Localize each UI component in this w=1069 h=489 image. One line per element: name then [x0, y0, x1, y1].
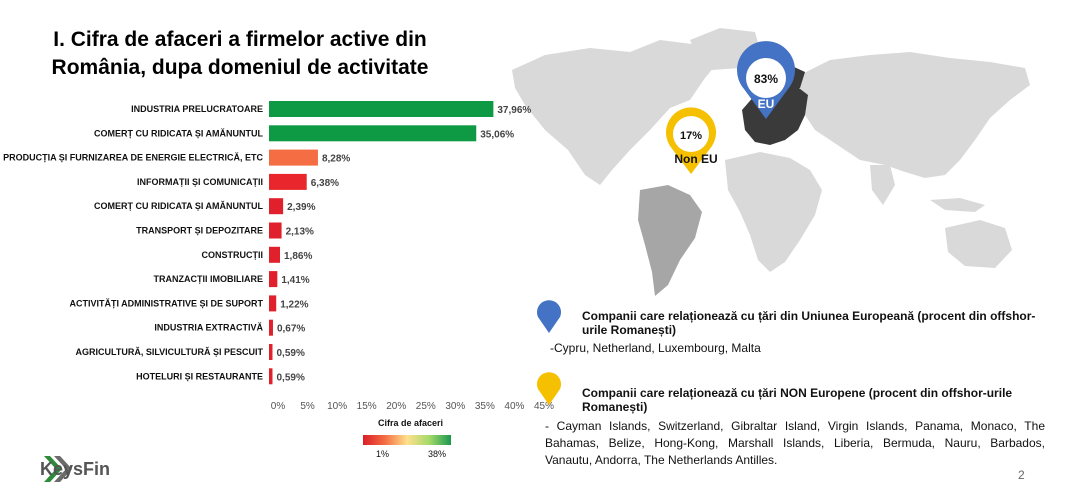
category-label: COMERȚ CU RIDICATA ȘI AMĂNUNTUL	[94, 201, 263, 211]
africa-shape	[725, 152, 822, 272]
category-label: INFORMAȚII ȘI COMUNICAȚII	[137, 177, 263, 187]
value-label: 35,06%	[480, 129, 514, 140]
x-tick-label: 20%	[386, 401, 406, 412]
bar-chart: INDUSTRIA PRELUCRATOARE 37,96% COMERȚ CU R…	[3, 101, 554, 412]
bar	[269, 222, 282, 239]
india-shape	[870, 165, 895, 205]
bar	[269, 173, 307, 190]
eu-info-countries: -Cypru, Netherland, Luxembourg, Malta	[550, 341, 761, 355]
category-label: TRANSPORT ȘI DEPOZITARE	[136, 226, 263, 236]
indonesia-shape	[930, 198, 985, 212]
x-tick-label: 10%	[327, 401, 347, 412]
eu-pin: 83% EU	[736, 41, 795, 119]
north-america-shape	[512, 40, 720, 185]
x-tick-label: 25%	[416, 401, 436, 412]
keysfin-logo-icon	[44, 456, 72, 482]
title-line-1: I. Cifra de afaceri a firmelor active di…	[53, 28, 427, 51]
legend-low-label: 1%	[376, 449, 390, 459]
eu-pin-percent: 83%	[754, 72, 778, 86]
value-label: 1,22%	[280, 299, 308, 310]
bar	[269, 271, 278, 288]
eu-pin-label: EU	[758, 97, 775, 111]
page-number: 2	[1018, 468, 1025, 482]
legend-gradient	[363, 435, 451, 445]
x-tick-label: 45%	[534, 401, 554, 412]
category-label: HOTELURI ȘI RESTAURANTE	[136, 371, 263, 381]
category-label: CONSTRUCȚII	[202, 250, 264, 260]
category-label: TRANZACȚII IMOBILIARE	[154, 274, 264, 284]
bar	[269, 319, 273, 336]
non-eu-info-pin-icon	[537, 372, 561, 405]
x-tick-label: 40%	[504, 401, 524, 412]
title-line-2: România, dupa domeniul de activitate	[51, 56, 429, 79]
value-label: 1,41%	[281, 275, 309, 286]
bar	[269, 368, 273, 385]
eu-info-heading: Companii care relaționează cu țări din U…	[582, 309, 1036, 337]
value-label: 2,13%	[286, 227, 314, 238]
australia-shape	[945, 220, 1012, 268]
category-label: INDUSTRIA EXTRACTIVĂ	[154, 323, 263, 333]
x-tick-label: 5%	[300, 401, 315, 412]
non-eu-info-heading: Companii care relaționează cu țări NON E…	[582, 386, 1013, 414]
value-label: 8,28%	[322, 154, 350, 165]
value-label: 0,59%	[276, 348, 304, 359]
south-america-shape	[638, 185, 702, 296]
eu-info-pin-icon	[537, 300, 561, 333]
x-tick-label: 30%	[445, 401, 465, 412]
bar	[269, 246, 280, 263]
asia-shape	[800, 52, 1030, 178]
bar	[269, 125, 477, 142]
value-label: 0,59%	[276, 372, 304, 383]
x-tick-label: 0%	[271, 401, 286, 412]
x-tick-label: 35%	[475, 401, 495, 412]
non-eu-pin-percent: 17%	[680, 130, 702, 142]
legend-title: Cifra de afaceri	[378, 418, 444, 428]
x-tick-label: 15%	[357, 401, 377, 412]
non-eu-pin-label: Non EU	[674, 152, 717, 166]
category-label: PRODUCȚIA ȘI FURNIZAREA DE ENERGIE ELECT…	[3, 153, 263, 163]
non-eu-pin: 17% Non EU	[666, 107, 718, 174]
bar	[269, 344, 273, 360]
value-label: 1,86%	[284, 251, 312, 262]
non-eu-info-countries: - Cayman Islands, Switzerland, Gibraltar…	[545, 419, 1045, 467]
category-label: INDUSTRIA PRELUCRATOARE	[131, 104, 263, 114]
logo-text: KeysFin	[40, 459, 111, 479]
bar	[269, 149, 318, 166]
value-label: 2,39%	[287, 202, 315, 213]
map-land	[512, 28, 1030, 272]
bar	[269, 101, 494, 117]
page-title: I. Cifra de afaceri a firmelor active di…	[20, 26, 460, 82]
category-label: ACTIVITĂȚI ADMINISTRATIVE ȘI DE SUPORT	[69, 298, 263, 308]
legend-high-label: 38%	[428, 449, 447, 459]
category-label: AGRICULTURĂ, SILVICULTURĂ ȘI PESCUIT	[76, 347, 264, 357]
value-label: 37,96%	[497, 105, 531, 116]
bar	[269, 198, 284, 215]
bar	[269, 295, 277, 312]
value-label: 0,67%	[277, 324, 305, 335]
eu-info: Companii care relaționează cu țări din U…	[550, 309, 1045, 355]
category-label: COMERȚ CU RIDICATA ȘI AMĂNUNTUL	[94, 128, 263, 138]
value-label: 6,38%	[311, 178, 339, 189]
non-eu-info: Companii care relaționează cu țări NON E…	[545, 386, 1045, 469]
